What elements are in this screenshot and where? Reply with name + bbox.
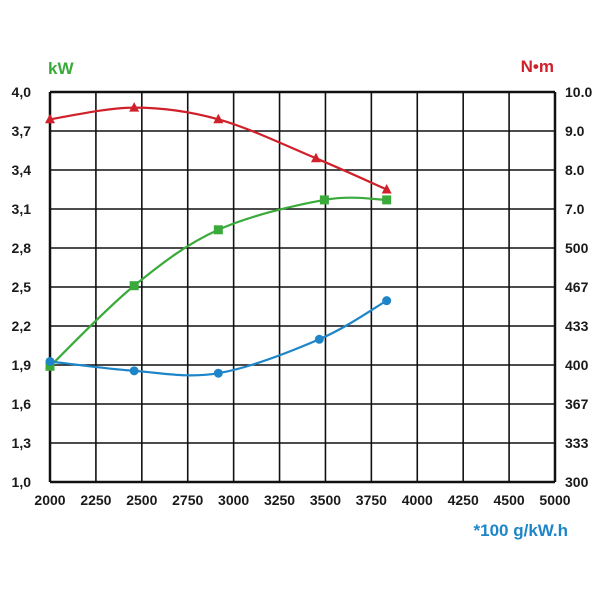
y-right-tick-label: 500 [565,240,589,256]
x-axis-unit-note: *100 g/kW.h [474,521,568,540]
data-point-circle [213,368,223,378]
left-axis-unit-label: kW [48,59,74,78]
y-right-tick-label: 400 [565,357,589,373]
y-right-tick-label: 7.0 [565,201,585,217]
x-tick-label: 3250 [264,492,295,508]
y-left-tick-label: 1,0 [12,474,32,490]
series-square-group [45,195,392,371]
series-line [49,299,388,377]
y-right-tick-label: 467 [565,279,589,295]
right-axis-unit-label: N•m [521,57,554,76]
y-right-tick-label: 367 [565,396,589,412]
x-tick-label: 2500 [126,492,157,508]
x-tick-label: 3500 [310,492,341,508]
data-point-circle [129,366,139,376]
x-tick-label: 5000 [539,492,570,508]
y-left-tick-label: 2,8 [12,240,32,256]
y-left-tick-label: 1,6 [12,396,32,412]
y-right-tick-label: 9.0 [565,123,585,139]
data-point-square [382,195,392,205]
y-left-tick-label: 3,4 [12,162,32,178]
chart-grid [48,90,557,484]
data-point-square [45,361,55,371]
y-right-tick-label: 333 [565,435,589,451]
y-left-tick-label: 3,7 [12,123,32,139]
y-right-tick-label: 300 [565,474,589,490]
data-point-triangle [45,113,55,124]
x-tick-label: 4500 [494,492,525,508]
series-circle-group [45,296,392,378]
series-triangle-group [45,102,392,194]
data-point-triangle [213,113,224,124]
x-tick-label: 2000 [34,492,65,508]
y-left-tick-label: 2,2 [12,318,32,334]
data-point-triangle [381,184,392,194]
data-point-circle [45,356,55,366]
data-point-square [213,225,223,235]
data-point-square [319,195,329,205]
x-tick-label: 3000 [218,492,249,508]
series-line [49,196,387,368]
y-right-tick-label: 8.0 [565,162,585,178]
x-tick-label: 4000 [402,492,433,508]
data-point-triangle [310,152,321,163]
y-left-tick-label: 2,5 [12,279,32,295]
x-tick-label: 2250 [80,492,111,508]
data-point-circle [382,296,392,306]
x-tick-label: 2750 [172,492,203,508]
chart-series [45,102,392,378]
data-point-triangle [129,102,140,112]
chart-tick-labels: 2000 2250 2500 2750 3000 3250 3500 3750 4000 4250… [12,84,593,508]
y-left-tick-label: 3,1 [12,201,32,217]
y-right-tick-label: 10.0 [565,84,592,100]
x-tick-label: 4250 [448,492,479,508]
y-right-tick-label: 433 [565,318,589,334]
data-point-circle [314,334,324,344]
y-left-tick-label: 4,0 [12,84,32,100]
x-tick-label: 3750 [356,492,387,508]
y-left-tick-label: 1,9 [12,357,32,373]
data-point-square [129,281,139,291]
y-left-tick-label: 1,3 [12,435,32,451]
